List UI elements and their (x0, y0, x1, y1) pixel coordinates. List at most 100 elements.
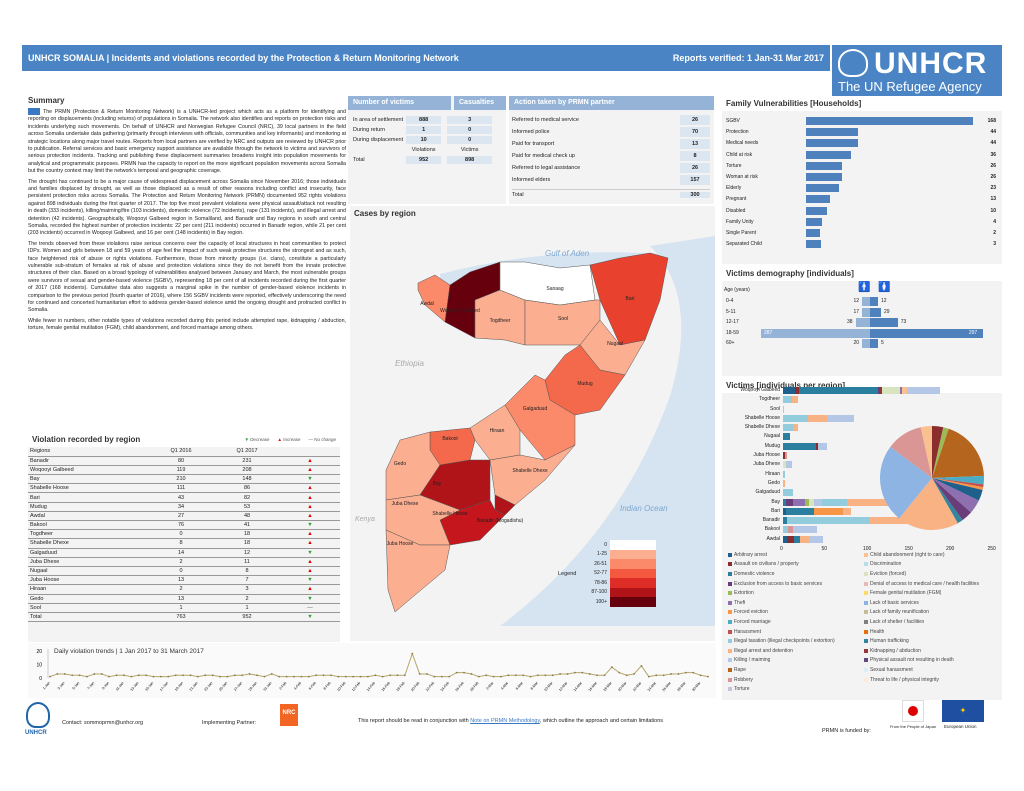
map-region-label: Bari (626, 296, 635, 302)
map-region-awdal[interactable] (417, 274, 451, 323)
bar-segment[interactable] (783, 517, 788, 525)
map-region-label: Togdheer (490, 318, 511, 324)
bar-segment[interactable] (813, 507, 843, 515)
x-tick-label: 26-Feb (455, 681, 465, 692)
bar-segment[interactable] (792, 498, 805, 506)
bar-segment[interactable] (877, 387, 881, 394)
bar-segment[interactable] (901, 387, 907, 394)
pie-slice[interactable] (932, 478, 984, 490)
bar-segment[interactable] (783, 387, 796, 394)
demography-row: 0-4 12 12 (726, 297, 887, 306)
bar-segment[interactable] (808, 535, 823, 543)
legend-swatch (728, 629, 732, 634)
bar-segment[interactable] (786, 507, 814, 515)
bar-segment[interactable] (783, 535, 788, 543)
pie-slice[interactable] (880, 446, 932, 519)
bar-segment[interactable] (842, 507, 852, 515)
trend-point (433, 675, 436, 678)
funded-label: PRMN is funded by: (822, 728, 871, 734)
pie-slice[interactable] (932, 478, 984, 488)
bar-segment[interactable] (787, 535, 794, 543)
y-tick-label: 20 (36, 649, 42, 655)
pie-slice[interactable] (932, 478, 983, 501)
bar-segment[interactable] (787, 517, 871, 525)
bar-segment[interactable] (826, 414, 854, 422)
bar-segment[interactable] (804, 498, 809, 506)
bar-segment[interactable] (846, 498, 897, 506)
bar-segment[interactable] (785, 452, 788, 460)
pie-slice[interactable] (932, 478, 979, 513)
bar-segment[interactable] (783, 489, 793, 497)
family-row: Disabled 10 (726, 206, 996, 215)
summary-paragraph: The PRMN (Protection & Return Monitoring… (28, 108, 346, 175)
trend-title: Daily violation trends | 1 Jan 2017 to 3… (54, 648, 204, 655)
pie-slice[interactable] (932, 426, 944, 478)
map-region-bari[interactable] (589, 252, 669, 346)
map-region-juba-hoose[interactable] (385, 529, 451, 613)
bar-segment[interactable] (783, 479, 785, 487)
bar-segment[interactable] (783, 452, 786, 460)
legend-item: 52-77 (585, 568, 656, 578)
x-tick-label: 24-Mar (647, 680, 658, 692)
bar-segment[interactable] (793, 535, 801, 543)
legend-swatch (728, 667, 732, 672)
bar-segment[interactable] (783, 507, 787, 515)
pie-slice[interactable] (899, 478, 958, 530)
bar-segment[interactable] (783, 396, 793, 404)
bar-segment[interactable] (783, 461, 787, 469)
bar-segment[interactable] (900, 387, 902, 394)
pie-slice[interactable] (932, 478, 963, 524)
bar-segment[interactable] (906, 387, 940, 394)
bar-segment[interactable] (808, 498, 814, 506)
bar-segment[interactable] (792, 396, 798, 404)
bar-segment[interactable] (822, 498, 847, 506)
family-row: Protection 44 (726, 128, 996, 137)
bar-segment[interactable] (807, 414, 827, 422)
action-row: Informed elders 157 (512, 174, 710, 185)
bar-segment[interactable] (783, 424, 793, 432)
bar-segment[interactable] (816, 442, 818, 450)
pie-slice[interactable] (932, 475, 984, 485)
contact-email[interactable]: Contact: sommoprmn@unhcr.org (62, 720, 144, 726)
pie-slice[interactable] (932, 478, 971, 521)
unhcr-logo: UNHCR The UN Refugee Agency (832, 45, 1002, 97)
bar-segment[interactable] (817, 442, 827, 450)
trend-point (241, 674, 244, 677)
family-row: Torture 26 (726, 161, 996, 170)
bar-segment[interactable] (786, 461, 793, 469)
bar-segment[interactable] (783, 433, 790, 441)
bar-segment[interactable] (880, 387, 882, 394)
bar-segment[interactable] (787, 526, 793, 534)
pie-slice[interactable] (932, 428, 984, 478)
up-arrow-icon: ▲ (280, 502, 340, 512)
legend-swatch (610, 568, 656, 578)
trend-point (574, 671, 576, 674)
trend-point (226, 675, 229, 678)
bar-segment[interactable] (783, 498, 787, 506)
pie-slice[interactable] (932, 427, 949, 478)
trend-point (625, 674, 628, 677)
bar-segment[interactable] (813, 498, 822, 506)
bar-segment[interactable] (786, 498, 793, 506)
region-stacked-row: Bakool (722, 525, 1002, 534)
violation-type-legend-item: Kidnapping / abduction (864, 646, 1000, 656)
pie-slice[interactable] (890, 427, 932, 478)
bar-segment[interactable] (795, 387, 799, 394)
family-row: Pregnant 13 (726, 195, 996, 204)
bar-segment[interactable] (792, 424, 798, 432)
bar-segment[interactable] (800, 535, 809, 543)
bar-segment[interactable] (783, 405, 784, 413)
map-region-bakool[interactable] (429, 427, 476, 466)
methodology-link[interactable]: Note on PRMN Methodology (470, 718, 540, 724)
bar-segment[interactable] (881, 387, 901, 394)
bar-segment[interactable] (783, 470, 786, 478)
bar-segment[interactable] (783, 442, 817, 450)
bar-segment[interactable] (798, 387, 878, 394)
bar-segment[interactable] (792, 526, 818, 534)
violation-type-legend-item: Child abandonment (right to care) (864, 550, 1000, 560)
victims-table: In area of settlement 888 3 During return 1… (350, 114, 493, 166)
bar-segment[interactable] (783, 414, 808, 422)
legend-swatch (728, 552, 732, 557)
pie-slice[interactable] (920, 426, 932, 478)
bar-segment[interactable] (783, 526, 788, 534)
